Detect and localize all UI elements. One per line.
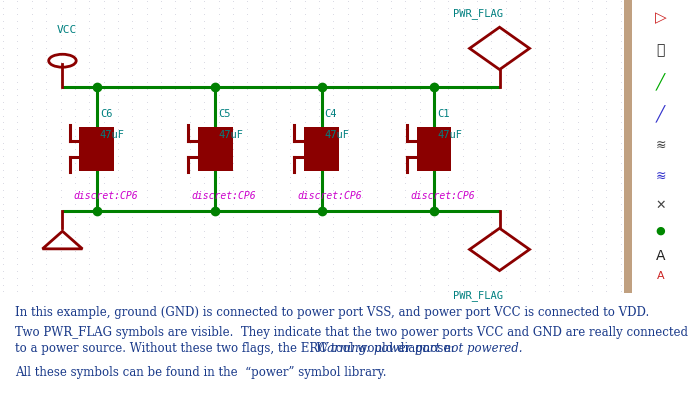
Bar [304, 128, 339, 171]
Bar [198, 128, 233, 171]
Text: ╱: ╱ [656, 74, 665, 91]
Text: C1: C1 [437, 109, 450, 119]
Text: A: A [656, 248, 665, 262]
Text: discret:CP6: discret:CP6 [192, 191, 256, 201]
Bar [417, 128, 451, 171]
Text: discret:CP6: discret:CP6 [411, 191, 475, 201]
Text: 47uF: 47uF [100, 129, 125, 139]
Text: C6: C6 [100, 109, 112, 119]
Text: discret:CP6: discret:CP6 [73, 191, 138, 201]
Text: ●: ● [656, 225, 665, 235]
Text: ✕: ✕ [656, 199, 666, 212]
Text: In this example, ground (GND) is connected to power port VSS, and power port VCC: In this example, ground (GND) is connect… [14, 305, 649, 318]
Text: ▷: ▷ [655, 10, 667, 25]
Text: ≋: ≋ [656, 139, 666, 152]
Text: ⏚: ⏚ [656, 43, 664, 57]
Text: to a power source. Without these two flags, the ERC tool would diagnose:: to a power source. Without these two fla… [14, 341, 462, 354]
Text: discret:CP6: discret:CP6 [298, 191, 362, 201]
Text: 47uF: 47uF [325, 129, 350, 139]
Text: PWR_FLAG: PWR_FLAG [453, 8, 503, 19]
Bar [79, 128, 115, 171]
Text: ≋: ≋ [656, 169, 666, 183]
Text: C4: C4 [325, 109, 337, 119]
Text: Two PWR_FLAG symbols are visible.  They indicate that the two power ports VCC an: Two PWR_FLAG symbols are visible. They i… [14, 325, 688, 338]
Bar [624, 0, 632, 293]
Text: All these symbols can be found in the  “power” symbol library.: All these symbols can be found in the “p… [14, 365, 386, 378]
Text: Warning: power port not powered.: Warning: power port not powered. [316, 341, 522, 354]
Text: C5: C5 [219, 109, 231, 119]
Text: A: A [657, 271, 664, 280]
Text: VCC: VCC [56, 25, 77, 35]
Text: ╱: ╱ [656, 106, 665, 123]
Text: PWR_FLAG: PWR_FLAG [453, 290, 503, 300]
Text: 47uF: 47uF [219, 129, 244, 139]
Text: 47uF: 47uF [437, 129, 462, 139]
